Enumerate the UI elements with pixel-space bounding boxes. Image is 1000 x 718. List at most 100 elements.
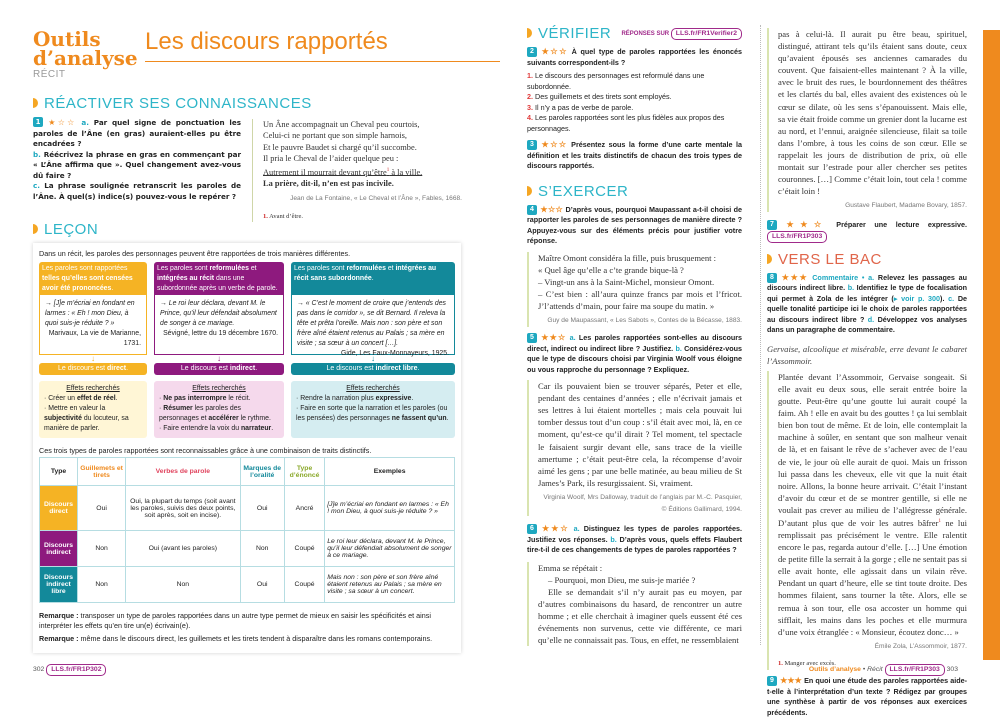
text-segment: Les paroles sont rapportées <box>42 265 128 272</box>
lesson-column-indirect: Les paroles sont reformulées et intégrée… <box>154 262 284 438</box>
lesson-intro: Dans un récit, les paroles des personnag… <box>39 249 351 258</box>
answers-link-wrap: RÉPONSES SUR LLS.fr/FR1Verifier2 <box>621 27 742 40</box>
exercise-2-items: 1. Le discours des personnages est refor… <box>527 71 742 134</box>
question-a: Relevez les passages au discours indirec… <box>767 272 968 293</box>
quote-line: Elle se demandait s’il n’y aurait pas eu… <box>538 586 742 646</box>
column-example: → « C’est le moment de croire que j’ente… <box>291 295 455 357</box>
text-segment: Le discours est <box>57 365 107 372</box>
heading-marker-icon <box>33 98 38 108</box>
exercise-1: 1 ★☆☆ a. Par quel signe de ponctuation le… <box>33 117 241 202</box>
difficulty-stars-icon: ★☆☆ <box>540 47 569 56</box>
item-number: 4. <box>527 113 535 122</box>
example-source: Marivaux, La vie de Marianne, 1731. <box>48 330 141 347</box>
question: Préparer une lecture expressive. <box>836 220 968 230</box>
poem-line-underlined: Autrement il mourrait devant qu’être1 à … <box>263 165 462 178</box>
flaubert-excerpt: Emma se répétait : – Pourquoi, mon Dieu,… <box>527 561 742 647</box>
table-header-cell: Guillemets et tirets <box>76 457 127 486</box>
exercise-3: 3 ★☆☆ Présentez sous la forme d’une carte… <box>527 140 742 172</box>
footnote-number: 1. <box>778 659 783 667</box>
label-b: b. <box>675 343 682 353</box>
bold-text-end: . <box>391 178 394 188</box>
text-segment: Les paroles sont <box>157 265 210 272</box>
column-header: Les paroles sont reformulées et intégrée… <box>154 262 284 295</box>
footer-separator: • <box>860 666 868 673</box>
label-d: d. <box>867 314 875 324</box>
text-segment: · Mettre en valeur la <box>44 405 106 412</box>
example-text: → « C’est le moment de croire que j’ente… <box>297 300 446 347</box>
page-number: 303 <box>946 666 958 673</box>
exercise-7: 7 ★★☆ Préparer une lecture expressive. LL… <box>767 220 967 243</box>
text-segment: . <box>271 425 274 432</box>
label-c: c. <box>948 293 955 303</box>
text-segment: expressive <box>375 395 412 402</box>
quote-source: Gustave Flaubert, Madame Bovary, 1857. <box>845 202 967 210</box>
text-segment: · Faire entendre la voix du <box>159 425 241 432</box>
effect-item: · Faire entendre la voix du narrateur. <box>159 424 279 434</box>
footer-link-303[interactable]: LLS.fr/FR1P303 <box>884 664 945 676</box>
example-text: → Le roi leur déclara, devant M. le Prin… <box>160 300 277 327</box>
discourse-type-banner: Le discours est direct. <box>39 363 147 375</box>
list-item: 4. Les paroles rapportées sont les plus … <box>527 113 742 134</box>
question-b: D’après vous, quels effets Flaubert tire… <box>527 534 743 555</box>
text-segment: et <box>248 265 257 272</box>
poem-footnote: 1. Avant d’être. <box>263 211 462 222</box>
text-segment: telles qu’elles sont censées avoir été p… <box>42 275 133 292</box>
difficulty-stars-icon: ★★★ <box>780 676 802 686</box>
label-b: b. <box>33 149 41 159</box>
text-segment: narrateur <box>240 425 272 432</box>
remark-text: même dans le discours direct, les guille… <box>78 634 433 643</box>
item-text: Des guillemets et des tirets sont employ… <box>535 92 672 101</box>
traits-table: Type Guillemets et tirets Verbes de parole… <box>39 457 455 603</box>
quote-line: « Quel âge qu’elle a c’te grande bique-l… <box>538 264 684 275</box>
effects-box: Effets recherchés · Créer un effet de rée… <box>39 381 147 438</box>
bold-text: La prière, dit-il, n’en est pas incivile <box>263 178 392 188</box>
maupassant-excerpt: Maître Omont considéra la fille, puis br… <box>527 251 742 328</box>
answers-link[interactable]: LLS.fr/FR1Verifier2 <box>670 27 742 40</box>
question: Présentez sous la forme d’une carte ment… <box>527 140 743 170</box>
text-segment: . <box>255 365 258 372</box>
table-cell: Non <box>239 530 285 567</box>
poem-line: Et le pauvre Baudet si chargé qu’il succ… <box>263 142 417 152</box>
item-number: 3. <box>527 102 535 112</box>
text-segment: du locuteur, sa manière de parler. <box>44 415 129 432</box>
table-cell: Non <box>76 566 127 603</box>
effect-item: · Mettre en valeur la subjectivité du lo… <box>44 404 142 434</box>
row-type-cell: Discours indirect <box>39 530 78 567</box>
discourse-type-banner: Le discours est indirect libre. <box>291 363 455 375</box>
label-a: a. <box>569 333 576 343</box>
column-header: Les paroles sont rapportées telles qu’el… <box>39 262 147 295</box>
footnote-ref: 1 <box>386 167 390 173</box>
text-segment: . <box>126 365 129 372</box>
question-a: Les paroles rapportées sont-elles au dis… <box>527 333 743 353</box>
see-page-link[interactable]: ▸ voir p. 300 <box>893 293 941 303</box>
table-cell: Oui <box>239 485 285 531</box>
example-source: Gide, Les Faux-Monnayeurs, 1925. <box>340 350 449 357</box>
label-c: c. <box>33 181 40 190</box>
poem-line-bold: La prière, dit-il, n’en est pas incivile… <box>263 178 462 189</box>
footer-left: 302 LLS.fr/FR1P302 <box>33 664 107 676</box>
row-type-cell: Discours indirect libre <box>39 566 78 603</box>
exercise-4: 4 ★☆☆ D’après vous, pourquoi Maupassant a… <box>527 204 742 247</box>
quote-source: Guy de Maupassant, « Les Sabots », Conte… <box>547 316 742 324</box>
category-label: RÉCIT <box>33 69 66 80</box>
underlined-text-end: à la ville. <box>389 167 423 177</box>
poem-line: Un Âne accompagnait un Cheval peu courto… <box>263 120 420 129</box>
remark-label: Remarque : <box>39 634 79 643</box>
quote-line: – Pourquoi, mon Dieu, me suis-je mariée … <box>548 574 696 585</box>
question-b-end: ). <box>940 293 945 303</box>
zola-excerpt: Plantée devant l’Assommoir, Gervaise son… <box>767 370 967 671</box>
effect-item: · Créer un effet de réel. <box>44 394 142 404</box>
exercise-7-link[interactable]: LLS.fr/FR1P303 <box>767 230 828 243</box>
table-cell: Le roi leur déclara, devant M. le Prince… <box>324 530 455 567</box>
text-segment: indirect libre <box>375 365 418 372</box>
text-segment: Le discours est <box>180 365 230 372</box>
heading-verifier: VÉRIFIER <box>527 25 611 42</box>
title-rule <box>145 61 500 62</box>
exercise-number: 1 <box>33 117 43 127</box>
exercise-number: 5 <box>527 333 537 344</box>
footer-link-302[interactable]: LLS.fr/FR1P302 <box>46 664 107 676</box>
question-d: Développez vos analyses dans un paragrap… <box>767 314 968 335</box>
footer-subsection: Récit <box>867 666 883 673</box>
text-segment: ne fassent qu’un <box>391 415 447 422</box>
exercise-5: 5 ★★☆ a. Les paroles rapportées sont-elle… <box>527 333 742 375</box>
